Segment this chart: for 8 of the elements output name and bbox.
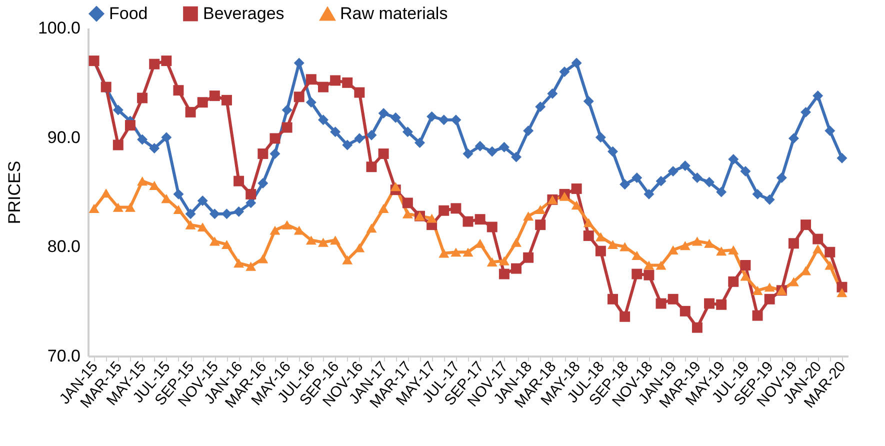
y-tick-label: 70.0 — [47, 346, 80, 366]
y-tick-label: 90.0 — [47, 128, 80, 147]
y-axis-title: PRICES — [4, 160, 24, 224]
legend-label: Beverages — [203, 4, 284, 23]
legend-label: Food — [109, 4, 148, 23]
legend-label: Raw materials — [340, 4, 448, 24]
y-tick-label: 80.0 — [47, 237, 80, 256]
y-tick-label: 100.0 — [38, 18, 80, 38]
